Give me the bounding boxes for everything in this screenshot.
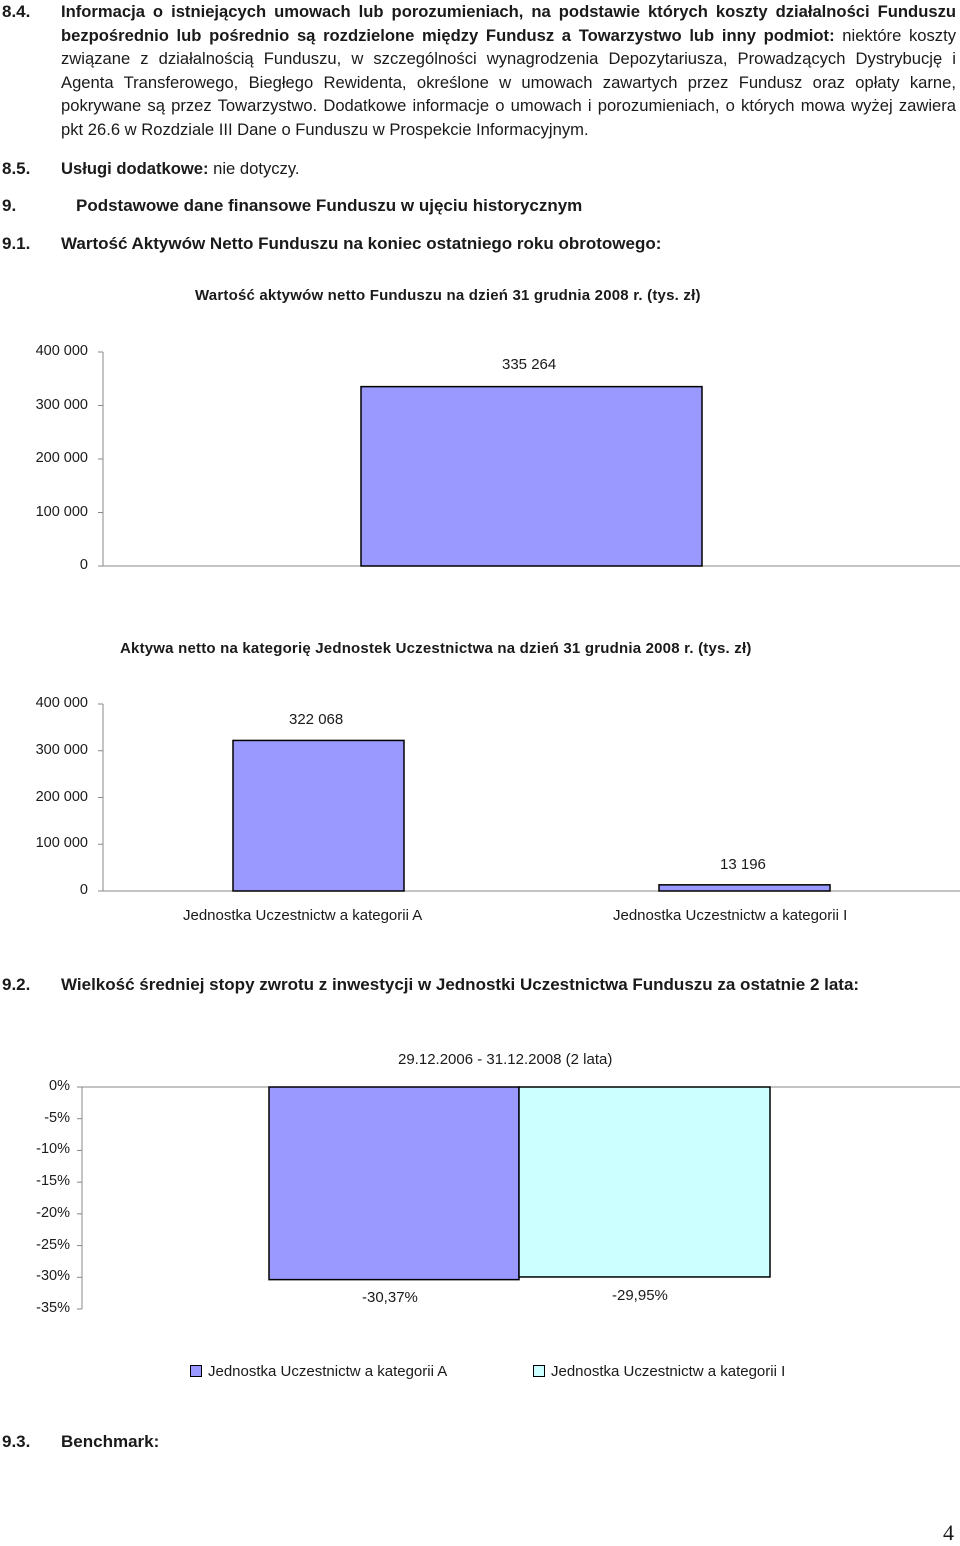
x-category-label: Jednostka Uczestnictw a kategorii A xyxy=(183,907,423,924)
section-9-title: Podstawowe dane finansowe Funduszu w uję… xyxy=(76,196,583,215)
section-number: 9.1. xyxy=(2,234,31,253)
data-label: 335 264 xyxy=(502,356,557,373)
chart-1-title: Wartość aktywów netto Funduszu na dzień … xyxy=(195,287,701,304)
section-8-5-paragraph: Usługi dodatkowe: nie dotyczy. xyxy=(61,157,956,181)
y-tick-label: 100 000 xyxy=(35,503,88,520)
data-label: -29,95% xyxy=(612,1287,668,1304)
x-category-label: Jednostka Uczestnictw a kategorii I xyxy=(613,907,848,924)
legend-swatch-i xyxy=(533,1365,545,1378)
legend-label-a: Jednostka Uczestnictw a kategorii A xyxy=(208,1363,448,1380)
y-tick-label: -30% xyxy=(36,1268,70,1285)
y-tick-label: 0 xyxy=(79,882,88,898)
y-tick-label: 400 000 xyxy=(35,695,88,711)
y-tick-label: -5% xyxy=(44,1109,70,1126)
y-tick-label: 400 000 xyxy=(35,343,88,359)
y-tick-label: -25% xyxy=(36,1236,70,1253)
section-number: 9. xyxy=(2,196,17,215)
y-tick-label: -10% xyxy=(36,1141,70,1158)
y-tick-label: 300 000 xyxy=(35,741,88,758)
page-number: 4 xyxy=(943,1520,954,1545)
y-tick-label: 200 000 xyxy=(35,450,88,466)
data-label: 13 196 xyxy=(720,856,766,873)
section-8-4-text: niektóre koszty związane z działalnością… xyxy=(61,25,956,139)
section-number: 9.3. xyxy=(2,1432,31,1451)
bar xyxy=(232,739,405,892)
legend-item-i: Jednostka Uczestnictw a kategorii I xyxy=(533,1363,785,1380)
bar xyxy=(360,385,703,567)
y-tick-label: -20% xyxy=(36,1204,70,1221)
y-tick-label: 100 000 xyxy=(35,835,88,852)
legend-label-i: Jednostka Uczestnictw a kategorii I xyxy=(551,1363,786,1380)
section-8-5-bold-text: Usługi dodatkowe: xyxy=(61,159,209,178)
section-8-5-text: nie dotyczy. xyxy=(208,159,300,178)
section-number: 8.5. xyxy=(2,159,31,178)
legend-item-a: Jednostka Uczestnictw a kategorii A xyxy=(190,1363,447,1380)
y-tick-label: 300 000 xyxy=(35,396,88,413)
y-tick-label: -35% xyxy=(36,1300,70,1316)
section-9-1-title: Wartość Aktywów Netto Funduszu na koniec… xyxy=(61,234,662,253)
section-number: 9.2. xyxy=(2,975,31,994)
section-9-3-title: Benchmark: xyxy=(61,1432,160,1451)
legend-swatch-a xyxy=(190,1365,202,1378)
chart-3-category-label: 29.12.2006 - 31.12.2008 (2 lata) xyxy=(398,1051,613,1068)
data-label: -30,37% xyxy=(362,1289,418,1306)
section-9-2-title: Wielkość średniej stopy zwrotu z inwesty… xyxy=(61,975,860,994)
bar xyxy=(658,884,831,892)
section-8-4-paragraph: Informacja o istniejących umowach lub po… xyxy=(61,0,956,141)
bar xyxy=(518,1086,771,1278)
y-tick-label: 200 000 xyxy=(35,788,88,805)
data-label: 322 068 xyxy=(289,711,344,728)
chart-2-title: Aktywa netto na kategorię Jednostek Ucze… xyxy=(120,640,752,657)
y-tick-label: -15% xyxy=(36,1173,70,1190)
section-8-4-bold-text: Informacja o istniejących umowach lub po… xyxy=(61,2,956,45)
bar xyxy=(268,1086,520,1281)
y-tick-label: 0% xyxy=(49,1078,70,1094)
y-tick-label: 0 xyxy=(79,557,88,573)
section-number: 8.4. xyxy=(2,2,31,21)
